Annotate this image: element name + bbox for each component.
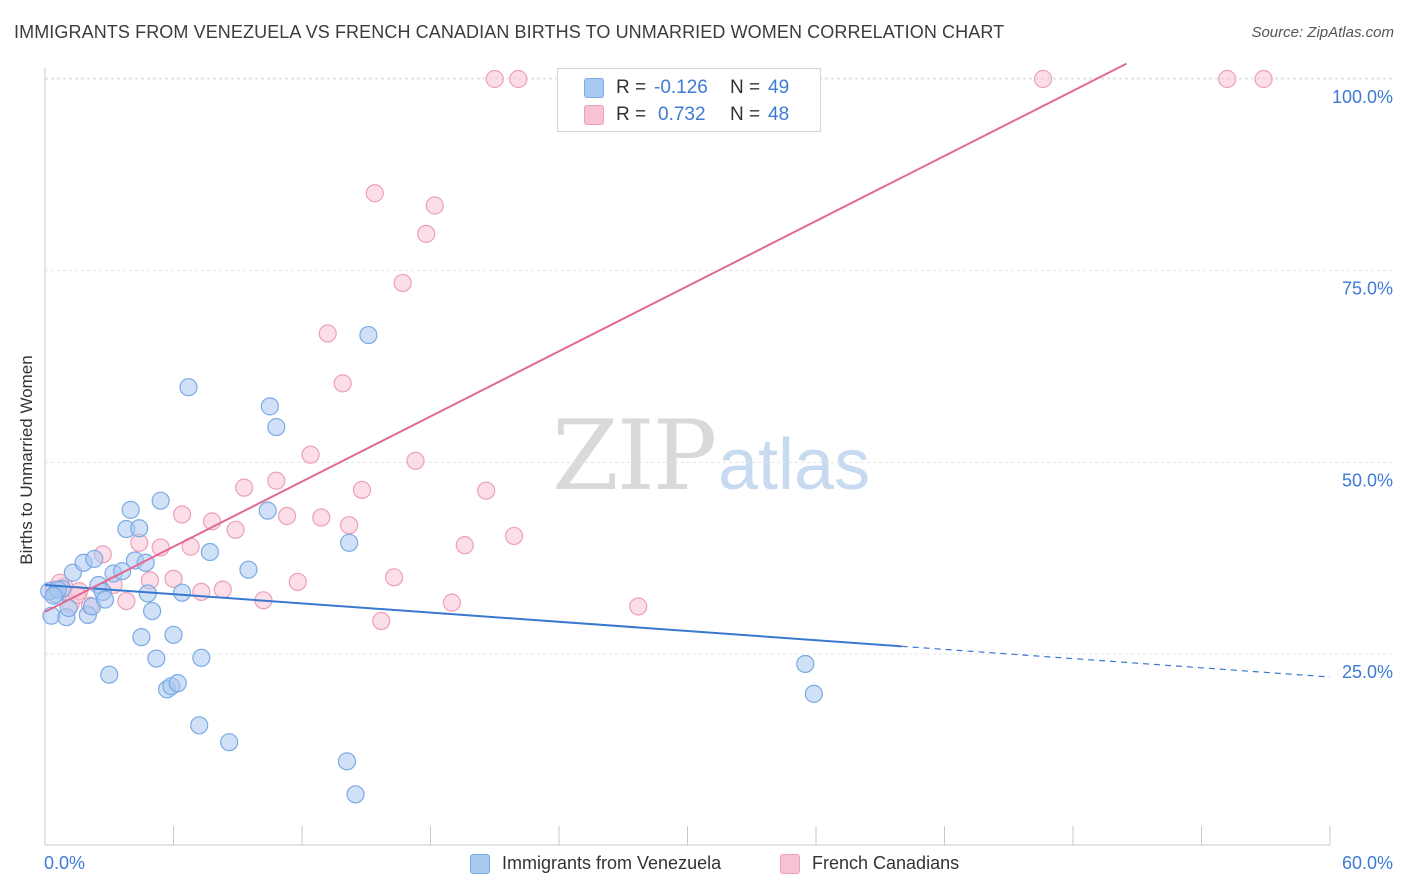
legend-row-venezuela: R = -0.126 N = 49 xyxy=(558,74,820,100)
venezuela-point xyxy=(359,325,378,345)
french-point xyxy=(406,451,425,470)
legend-swatch-venezuela xyxy=(584,78,604,98)
french-point xyxy=(393,273,412,293)
french-point xyxy=(267,471,286,490)
venezuela-point xyxy=(346,785,365,804)
venezuela-point xyxy=(42,606,61,625)
legend-n-value: 49 xyxy=(768,77,790,98)
x-tick-label: 60.0% xyxy=(1342,853,1393,873)
french-point xyxy=(301,445,320,464)
french-point xyxy=(172,505,192,524)
legend-r-label: R = xyxy=(616,77,647,98)
legend-n-label: N = xyxy=(730,104,761,125)
french-point xyxy=(340,516,359,535)
y-tick-label: 50.0% xyxy=(1342,470,1393,490)
legend-row-french: R = 0.732 N = 48 xyxy=(558,101,820,127)
legend-label-french: French Canadians xyxy=(812,853,960,873)
legend-label-venezuela: Immigrants from Venezuela xyxy=(502,853,722,873)
legend-r-value: -0.126 xyxy=(654,77,708,98)
venezuela-point xyxy=(121,500,140,519)
legend-swatch-french xyxy=(584,105,604,125)
legend-n-value: 48 xyxy=(768,104,790,125)
venezuela-trend-line xyxy=(44,584,902,648)
french-point xyxy=(384,568,404,587)
french-point xyxy=(455,536,474,555)
series-legend: Immigrants from Venezuela French Canadia… xyxy=(0,852,1406,876)
french-point xyxy=(425,196,444,215)
venezuela-point xyxy=(179,378,198,397)
french-point xyxy=(509,69,528,89)
french-point xyxy=(485,69,504,89)
venezuela-point xyxy=(147,649,166,668)
french-point xyxy=(235,478,254,497)
legend-r-label: R = xyxy=(616,104,647,125)
venezuela-point xyxy=(190,716,209,735)
venezuela-point xyxy=(258,501,277,520)
french-point xyxy=(1033,69,1053,89)
french-point xyxy=(277,506,297,526)
french-point xyxy=(504,526,524,546)
venezuela-point xyxy=(168,674,187,693)
venezuela-point xyxy=(337,752,357,771)
chart-title: IMMIGRANTS FROM VENEZUELA VS FRENCH CANA… xyxy=(14,22,1005,42)
venezuela-point xyxy=(100,665,119,684)
venezuela-point xyxy=(239,560,258,579)
french-point xyxy=(629,597,648,616)
venezuela-point xyxy=(340,533,359,552)
venezuela-point xyxy=(142,601,162,621)
venezuela-point xyxy=(151,491,170,510)
venezuela-point xyxy=(804,684,823,703)
french-point xyxy=(226,520,245,539)
french-point xyxy=(117,591,136,611)
venezuela-point xyxy=(267,417,286,437)
french-point xyxy=(164,569,183,588)
french-point xyxy=(372,611,391,631)
legend-swatch-venezuela xyxy=(470,854,490,874)
french-point xyxy=(442,593,462,612)
venezuela-point xyxy=(200,542,220,562)
venezuela-point xyxy=(95,590,115,609)
y-tick-label: 25.0% xyxy=(1342,662,1393,682)
venezuela-point xyxy=(132,628,151,647)
venezuela-point xyxy=(192,648,211,667)
y-tick-label: 75.0% xyxy=(1342,279,1393,299)
venezuela-point xyxy=(220,733,239,752)
french-point xyxy=(477,481,496,500)
french-point xyxy=(1254,69,1273,89)
french-point xyxy=(192,582,211,602)
venezuela-point xyxy=(130,519,149,538)
venezuela-point xyxy=(172,583,192,602)
source-label: Source: ZipAtlas.com xyxy=(1251,24,1394,41)
french-point xyxy=(213,580,232,599)
legend-n-label: N = xyxy=(730,77,761,98)
y-tick-label: 100.0% xyxy=(1332,87,1393,107)
french-point xyxy=(333,374,352,393)
french-point xyxy=(352,480,372,500)
venezuela-point xyxy=(85,549,104,569)
french-point xyxy=(417,224,436,243)
french-point xyxy=(288,572,307,592)
venezuela-point xyxy=(44,586,63,605)
stats-legend: R = -0.126 N = 49 R = 0.732 N = 48 xyxy=(557,68,821,132)
french-point xyxy=(312,508,331,527)
legend-r-value: 0.732 xyxy=(658,104,706,125)
venezuela-point xyxy=(796,654,815,674)
venezuela-point xyxy=(260,397,279,416)
french-point xyxy=(365,184,384,203)
venezuela-trend-extension xyxy=(901,645,1331,678)
watermark-atlas: atlas xyxy=(718,425,871,505)
french-trend-line xyxy=(44,62,1127,613)
watermark-zip: ZIP xyxy=(552,400,717,512)
venezuela-point xyxy=(164,625,183,644)
legend-swatch-french xyxy=(780,854,800,874)
french-point xyxy=(1218,69,1237,89)
x-tick-label: 0.0% xyxy=(44,853,85,873)
french-point xyxy=(318,324,337,343)
